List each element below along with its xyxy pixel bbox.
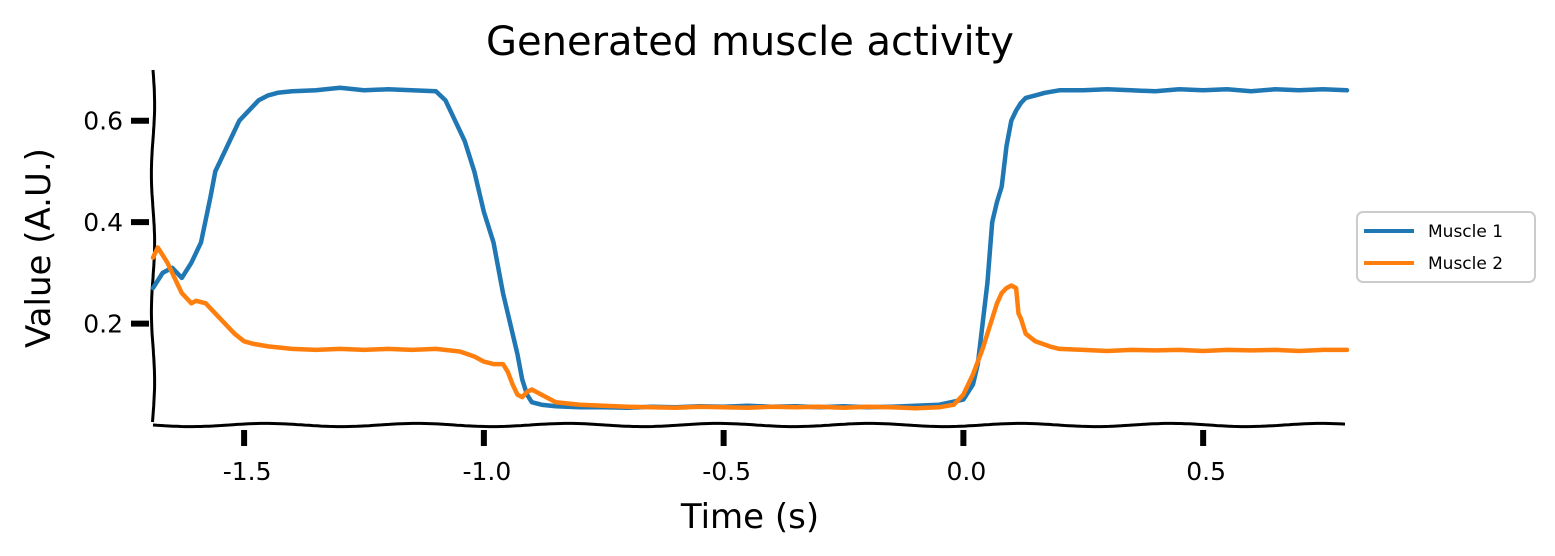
x-tick-label: 0.5 [1186, 457, 1226, 486]
x-axis-spine [152, 421, 1346, 429]
series-line-muscle-1 [150, 85, 1350, 411]
legend-label-muscle-1: Muscle 1 [1428, 222, 1503, 242]
x-tick-label: -0.5 [702, 457, 751, 486]
y-axis-label: Value (A.U.) [19, 148, 59, 348]
y-tick-label: 0.4 [83, 208, 123, 237]
x-axis-label: Time (s) [680, 497, 819, 537]
x-axis-ticks: -1.5 -1.0 -0.5 0.0 0.5 [223, 430, 1226, 486]
series-line-muscle-2 [150, 245, 1350, 411]
legend: Muscle 1 Muscle 2 [1356, 211, 1536, 283]
chart-title: Generated muscle activity [486, 19, 1014, 65]
x-tick-label: -1.0 [462, 457, 511, 486]
x-tick-label: 0.0 [947, 457, 987, 486]
y-tick-label: 0.2 [83, 310, 123, 339]
y-axis-ticks: 0.2 0.4 0.6 [83, 107, 149, 339]
x-tick-label: -1.5 [223, 457, 272, 486]
y-axis-spine [149, 69, 157, 423]
legend-label-muscle-2: Muscle 2 [1428, 254, 1503, 274]
y-tick-label: 0.6 [83, 107, 123, 136]
series-lines [150, 85, 1350, 411]
